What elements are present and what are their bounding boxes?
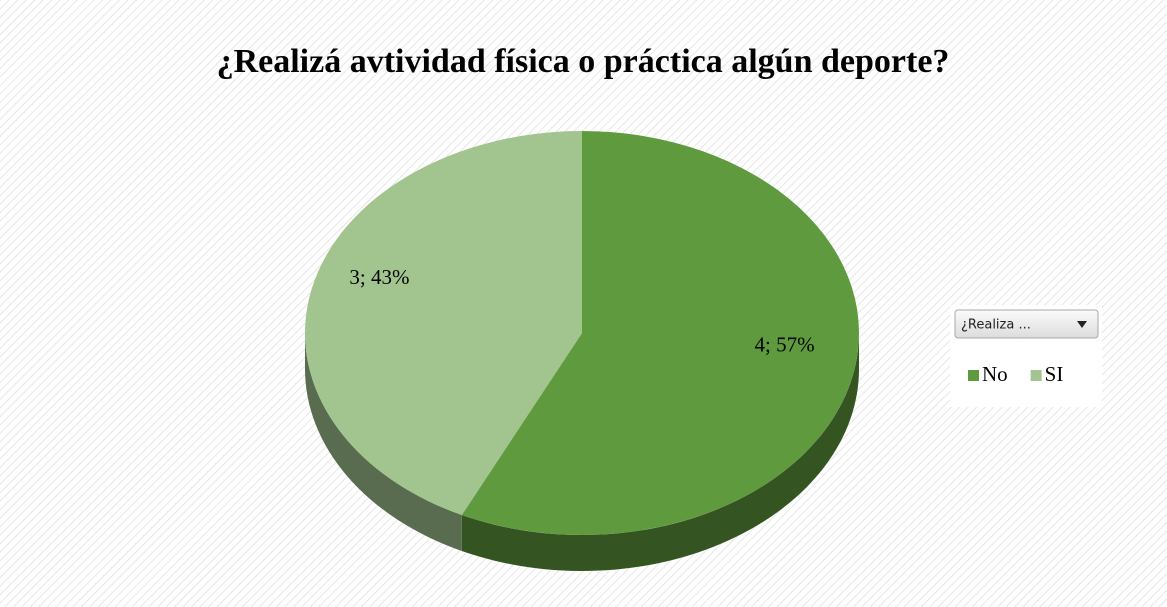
slice	[304, 131, 582, 515]
legend-label: SI	[1045, 362, 1064, 386]
legend-label: No	[982, 362, 1008, 386]
slice-side	[461, 333, 859, 571]
data-label: 4; 57%	[755, 333, 815, 357]
chart-title: ¿Realizá avtividad física o práctica alg…	[217, 43, 950, 80]
legend-swatch	[1030, 370, 1042, 381]
dropdown-arrow[interactable]	[1077, 321, 1087, 328]
slice	[461, 131, 859, 535]
legend-filter[interactable]: ¿Realiza ...	[954, 309, 1099, 339]
slice-side	[305, 333, 462, 551]
filter-label[interactable]: ¿Realiza ...	[961, 318, 1031, 333]
filter-button[interactable]	[954, 309, 1099, 339]
pie: 4; 57% 3; 43%	[304, 131, 859, 571]
legend: No SI	[968, 362, 1063, 386]
data-label: 3; 43%	[349, 265, 409, 289]
legend-swatch	[968, 370, 979, 381]
